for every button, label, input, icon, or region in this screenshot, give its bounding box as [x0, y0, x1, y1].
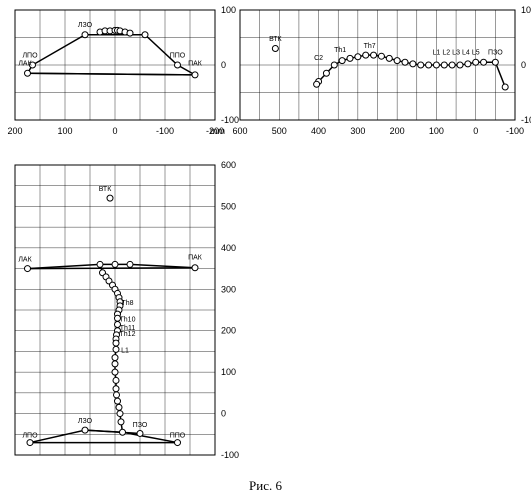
svg-text:L5: L5	[472, 50, 480, 57]
svg-text:-100: -100	[506, 126, 524, 136]
svg-text:mm: mm	[210, 126, 225, 136]
svg-text:ЛЗО: ЛЗО	[78, 22, 93, 29]
svg-text:L1: L1	[121, 348, 129, 355]
svg-text:0: 0	[221, 409, 226, 419]
svg-text:100: 100	[429, 126, 444, 136]
svg-text:100: 100	[221, 5, 236, 15]
svg-text:600: 600	[232, 126, 247, 136]
svg-text:ППО: ППО	[170, 52, 186, 59]
svg-text:200: 200	[221, 326, 236, 336]
svg-text:600: 600	[221, 160, 236, 170]
svg-text:L4: L4	[462, 50, 470, 57]
svg-text:Th8: Th8	[121, 300, 133, 307]
svg-text:-100: -100	[156, 126, 174, 136]
svg-text:0: 0	[521, 60, 526, 70]
svg-text:500: 500	[221, 201, 236, 211]
svg-text:ПАК: ПАК	[188, 254, 203, 261]
svg-text:-100: -100	[521, 115, 531, 125]
svg-text:ПЗО: ПЗО	[133, 422, 148, 429]
svg-text:ПЗО: ПЗО	[488, 50, 503, 57]
svg-text:L2: L2	[442, 50, 450, 57]
panel-top-right: ВТКС2L1L2L3L4L5ПЗОTh7Th16005004003002001…	[240, 10, 515, 120]
svg-text:ПАК: ПАК	[188, 61, 203, 68]
svg-text:0: 0	[473, 126, 478, 136]
svg-text:400: 400	[311, 126, 326, 136]
svg-text:ЛПО: ЛПО	[22, 433, 38, 440]
svg-text:-100: -100	[221, 115, 239, 125]
figure-caption: Рис. 6	[0, 478, 531, 494]
svg-text:Th10: Th10	[120, 317, 136, 324]
panel-bottom-left: ВТКЛАКПАКTh8Th10Th11Th12L1ЛЗОПЗОЛПОППО-1…	[15, 165, 215, 455]
svg-text:ЛАК: ЛАК	[18, 257, 32, 264]
svg-text:-100: -100	[221, 450, 239, 460]
svg-text:100: 100	[521, 5, 531, 15]
svg-text:ЛАК: ЛАК	[18, 61, 32, 68]
svg-text:100: 100	[221, 367, 236, 377]
svg-text:400: 400	[221, 243, 236, 253]
svg-text:0: 0	[112, 126, 117, 136]
svg-text:L3: L3	[452, 50, 460, 57]
svg-text:300: 300	[350, 126, 365, 136]
panel-top-left: ЛЗОЛПОЛАКППОПАК2001000-100-200-1000100	[15, 10, 215, 120]
svg-text:ЛЗО: ЛЗО	[78, 418, 93, 425]
svg-text:100: 100	[57, 126, 72, 136]
figure-wrap: ЛЗОЛПОЛАКППОПАК2001000-100-200-1000100 В…	[0, 0, 531, 500]
svg-text:ППО: ППО	[170, 433, 186, 440]
svg-text:L1: L1	[433, 50, 441, 57]
svg-text:0: 0	[221, 60, 226, 70]
svg-text:ВТК: ВТК	[99, 186, 112, 193]
svg-text:Th1: Th1	[334, 47, 346, 54]
svg-text:Th7: Th7	[364, 43, 376, 50]
svg-text:200: 200	[7, 126, 22, 136]
svg-text:С2: С2	[314, 55, 323, 62]
svg-text:300: 300	[221, 284, 236, 294]
svg-text:200: 200	[390, 126, 405, 136]
svg-text:500: 500	[272, 126, 287, 136]
svg-text:Th12: Th12	[120, 331, 136, 338]
svg-text:ЛПО: ЛПО	[22, 52, 38, 59]
svg-text:ВТК: ВТК	[269, 36, 282, 43]
